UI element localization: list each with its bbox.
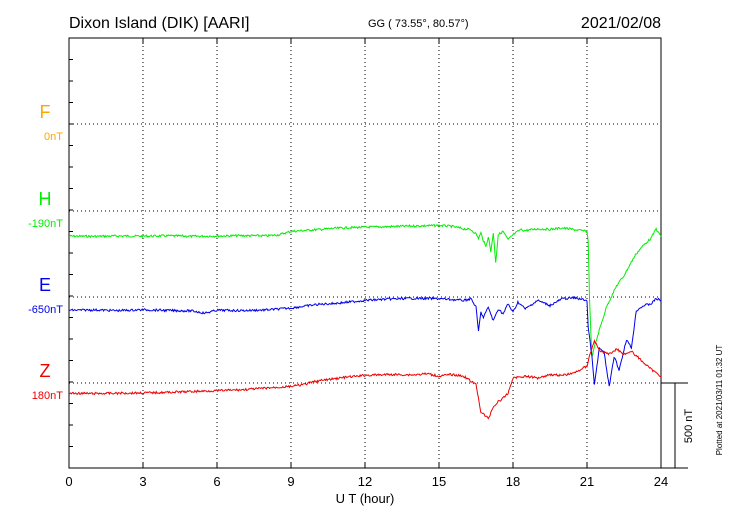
scale-bar: 500 nT [661, 382, 695, 469]
station-title: Dixon Island (DIK) [AARI] [69, 15, 250, 32]
grid-lines [69, 38, 661, 468]
series-name-H: H [39, 189, 52, 209]
scale-bar-label: 500 nT [683, 409, 695, 444]
series-baseline-E: -650nT [28, 304, 63, 316]
series-baseline-H: -190nT [28, 218, 63, 230]
series-name-E: E [39, 275, 51, 295]
x-tick-label: 15 [432, 474, 446, 489]
series-line-H [68, 223, 662, 359]
plotted-at-note: Plotted at 2021/03/11 01:32 UT [715, 345, 724, 456]
date-label: 2021/02/08 [581, 15, 661, 32]
x-tick-label: 21 [580, 474, 594, 489]
series-line-Z [68, 338, 662, 420]
series-lines [68, 223, 662, 420]
series-line-E [68, 295, 662, 387]
coordinates-label: GG ( 73.55°, 80.57°) [368, 18, 469, 30]
series-baseline-Z: 180nT [32, 390, 63, 402]
x-tick-label: 6 [213, 474, 220, 489]
x-axis-label: U T (hour) [336, 491, 395, 506]
x-tick-label: 3 [139, 474, 146, 489]
series-labels: F 0nT H -190nT E -650nT Z 180nT [28, 102, 63, 402]
series-name-Z: Z [40, 361, 51, 381]
series-name-F: F [40, 102, 51, 122]
series-baseline-F: 0nT [44, 131, 63, 143]
x-tick-label: 12 [358, 474, 372, 489]
x-tick-label: 0 [65, 474, 72, 489]
x-tick-label: 18 [506, 474, 520, 489]
x-tick-label: 9 [287, 474, 294, 489]
x-ticks: 0 3 6 9 12 15 18 21 24 [65, 37, 668, 489]
x-tick-label: 24 [654, 474, 668, 489]
